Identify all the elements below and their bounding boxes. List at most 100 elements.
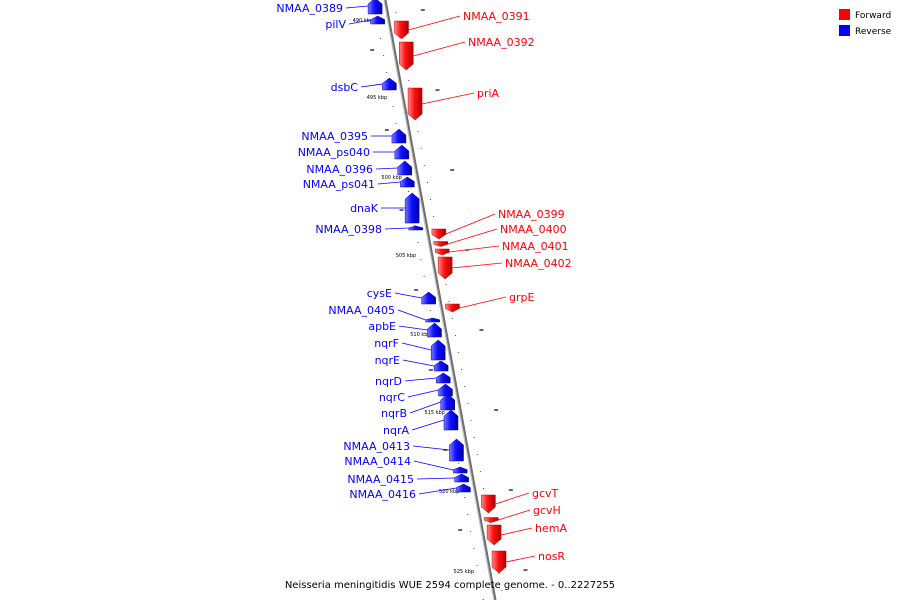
gene-arrow[interactable]	[433, 360, 449, 372]
tick-label: 505 kbp	[396, 253, 416, 259]
gene-arrow[interactable]	[407, 87, 423, 121]
gene-arrow[interactable]	[425, 317, 440, 323]
guide-dot	[439, 361, 441, 362]
gene-nmaa-0389[interactable]: NMAA_0389	[276, 0, 383, 15]
gene-nmaa-0400[interactable]: NMAA_0400	[433, 223, 567, 247]
gene-arrow[interactable]	[437, 256, 453, 280]
gene-nmaa-0413[interactable]: NMAA_0413	[343, 438, 464, 462]
gene-leader-line	[345, 5, 369, 9]
gene-arrow[interactable]	[367, 0, 383, 15]
gene-arrow[interactable]	[434, 248, 450, 256]
gene-arrow[interactable]	[433, 241, 448, 247]
gene-arrow[interactable]	[440, 393, 455, 411]
gene-label: NMAA_ps040	[298, 146, 370, 159]
gene-dnak[interactable]: dnaK	[350, 192, 420, 224]
guide-dot	[414, 225, 416, 226]
gene-nmaa-0398[interactable]: NMAA_0398	[315, 223, 424, 236]
tick-label: 500 kbp	[381, 175, 401, 181]
gene-leader-line	[408, 15, 461, 31]
gene-nmaa-0401[interactable]: NMAA_0401	[434, 240, 569, 256]
gene-nmaa-0396[interactable]: NMAA_0396	[306, 160, 413, 176]
guide-dot	[501, 590, 503, 591]
gene-arrow[interactable]	[404, 192, 420, 224]
gene-arrow[interactable]	[438, 383, 453, 397]
gene-arrow[interactable]	[454, 473, 469, 483]
gene-leader-line	[398, 325, 428, 331]
legend-item-reverse: Reverse	[839, 25, 892, 37]
gene-leader-line	[412, 445, 450, 451]
gene-arrow[interactable]	[394, 144, 410, 160]
gene-arrow[interactable]	[445, 303, 460, 313]
gene-label: gcvH	[533, 504, 561, 517]
gene-arrow[interactable]	[430, 339, 446, 361]
gene-arrow[interactable]	[436, 372, 451, 384]
gene-nmaa-0416[interactable]: NMAA_0416	[349, 483, 471, 501]
gene-arrow[interactable]	[421, 291, 436, 305]
tick-label: 495 kbp	[367, 95, 387, 101]
gene-nqrf[interactable]: nqrF	[374, 337, 446, 361]
guide-dot	[392, 106, 394, 107]
gene-nmaa-0392[interactable]: NMAA_0392	[399, 36, 535, 71]
gene-gcvt[interactable]: gcvT	[481, 487, 559, 514]
gene-grpe[interactable]: grpE	[445, 291, 534, 313]
gene-arrow[interactable]	[481, 494, 496, 514]
guide-dot	[461, 369, 463, 370]
gene-label: dsbC	[331, 81, 359, 94]
gene-label: nqrE	[375, 354, 400, 367]
gene-arrow[interactable]	[394, 20, 409, 40]
gene-nmaa-0415[interactable]: NMAA_0415	[347, 473, 469, 486]
gene-nqre[interactable]: nqrE	[375, 354, 449, 372]
guide-dot	[479, 471, 481, 472]
gene-nmaa-0395[interactable]: NMAA_0395	[301, 128, 407, 144]
gene-arrow[interactable]	[391, 128, 407, 144]
gene-cyse[interactable]: cysE	[367, 287, 436, 305]
gene-arrow[interactable]	[484, 517, 499, 523]
gene-nmaa-0414[interactable]: NMAA_0414	[344, 455, 468, 474]
gene-arrow[interactable]	[382, 77, 397, 91]
gene-label: NMAA_ps041	[303, 178, 375, 191]
gene-gcvh[interactable]: gcvH	[484, 504, 561, 523]
gene-nqrc[interactable]: nqrC	[379, 383, 453, 404]
gene-arrow[interactable]	[399, 41, 414, 71]
guide-dot	[473, 437, 475, 438]
gene-arrow[interactable]	[370, 15, 385, 25]
gene-arrow[interactable]	[427, 322, 442, 338]
gene-nqrd[interactable]: nqrD	[375, 372, 451, 388]
gene-arrow[interactable]	[456, 483, 471, 493]
gene-arrow[interactable]	[400, 176, 415, 188]
gene-apbe[interactable]: apbE	[368, 320, 442, 338]
gene-pilv[interactable]: pilV	[325, 15, 385, 31]
gene-nmaa-0402[interactable]: NMAA_0402	[437, 256, 572, 280]
gene-label: priA	[477, 87, 500, 100]
gene-leader-line	[500, 527, 533, 536]
gene-leader-line	[377, 181, 401, 185]
gene-pria[interactable]: priA	[407, 87, 500, 121]
guide-dot	[430, 199, 432, 200]
gene-hema[interactable]: hemA	[486, 522, 567, 546]
gene-nqrb[interactable]: nqrB	[381, 393, 455, 420]
gene-leader-line	[413, 460, 454, 471]
gene-arrow[interactable]	[452, 466, 468, 474]
gene-arrow[interactable]	[431, 228, 447, 240]
gene-nosr[interactable]: nosR	[491, 550, 565, 574]
gene-nmaa-ps040[interactable]: NMAA_ps040	[298, 144, 410, 160]
guide-dot	[383, 55, 385, 56]
gene-nmaa-0399[interactable]: NMAA_0399	[431, 208, 565, 240]
gene-leader-line	[418, 487, 457, 495]
gene-nqra[interactable]: nqrA	[383, 409, 459, 437]
gene-leader-line	[449, 245, 500, 253]
gene-nmaa-ps041[interactable]: NMAA_ps041	[303, 176, 415, 191]
gene-leader-line	[402, 359, 435, 367]
gene-dsbc[interactable]: dsbC	[331, 77, 397, 94]
gene-arrow[interactable]	[408, 225, 424, 231]
gene-nmaa-0405[interactable]: NMAA_0405	[328, 304, 440, 323]
guide-dot	[420, 148, 422, 149]
gene-arrow[interactable]	[491, 550, 507, 574]
gene-nmaa-0391[interactable]: NMAA_0391	[394, 10, 530, 40]
gene-arrow[interactable]	[449, 438, 464, 462]
guide-dot	[395, 12, 397, 13]
gene-label: nqrF	[374, 337, 399, 350]
gene-arrow[interactable]	[397, 160, 413, 176]
gene-arrow[interactable]	[486, 524, 502, 546]
gene-arrow[interactable]	[443, 409, 459, 431]
